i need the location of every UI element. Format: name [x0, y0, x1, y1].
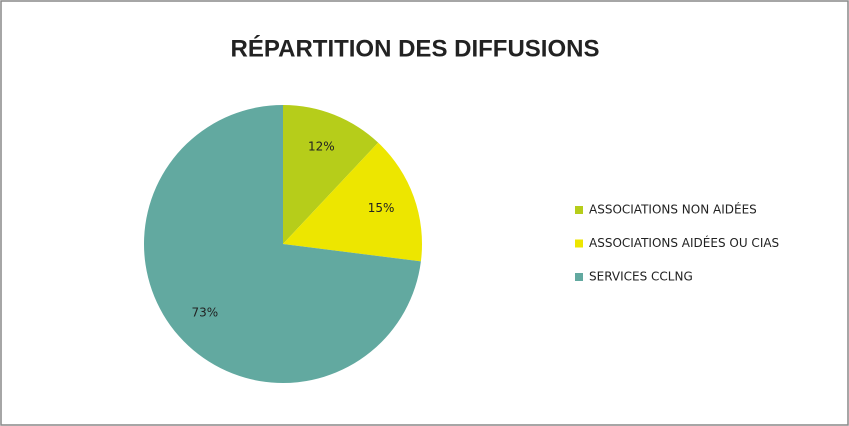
legend-label: SERVICES CCLNG	[589, 270, 693, 284]
legend-swatch	[575, 206, 583, 214]
data-label: 73%	[191, 305, 218, 319]
legend-swatch	[575, 239, 583, 248]
pie-slice	[283, 142, 422, 262]
pie-slice	[144, 105, 421, 383]
chart-title: RÉPARTITION DES DIFFUSIONS	[231, 34, 600, 62]
data-label: 12%	[308, 140, 335, 154]
legend-swatch	[575, 273, 583, 281]
legend-label: ASSOCIATIONS NON AIDÉES	[589, 202, 757, 217]
data-label: 15%	[368, 201, 395, 215]
pie-slice	[283, 105, 379, 244]
legend-label: ASSOCIATIONS AIDÉES OU CIAS	[589, 235, 779, 250]
